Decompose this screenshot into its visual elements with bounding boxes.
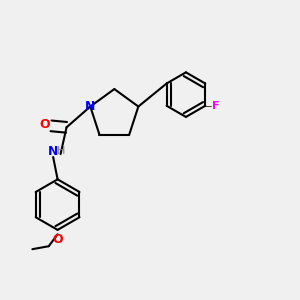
Text: O: O [52, 233, 63, 246]
Text: N: N [85, 100, 95, 113]
Text: O: O [39, 118, 50, 131]
Text: F: F [212, 101, 219, 111]
Text: N: N [48, 145, 58, 158]
Text: H: H [56, 146, 65, 156]
